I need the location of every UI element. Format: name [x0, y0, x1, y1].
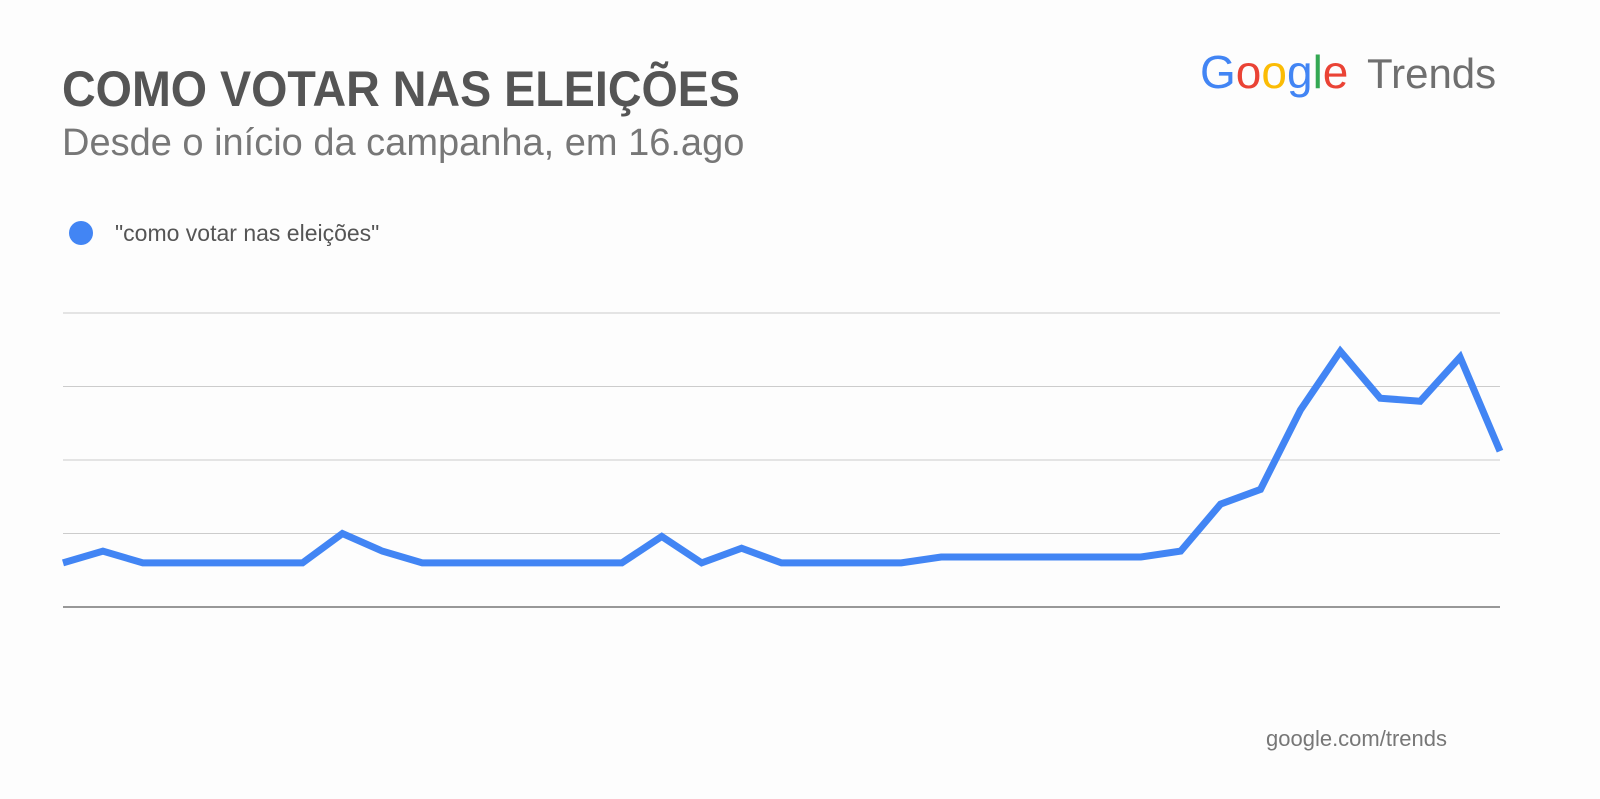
logo-letter: g: [1287, 46, 1313, 98]
legend-marker: [69, 221, 93, 245]
logo-brand: Google: [1200, 46, 1348, 98]
chart-subtitle: Desde o início da campanha, em 16.ago: [62, 122, 744, 164]
series-line: [62, 345, 1504, 567]
chart-title: COMO VOTAR NAS ELEIÇÕES: [62, 60, 740, 117]
logo-letter: l: [1313, 46, 1323, 98]
logo-letter: o: [1236, 46, 1262, 98]
logo-product: Trends: [1367, 50, 1496, 97]
logo-letter: o: [1261, 46, 1287, 98]
logo-letter: e: [1323, 46, 1349, 98]
legend-label: "como votar nas eleições": [115, 220, 379, 246]
source: google.com/trends: [1266, 726, 1447, 751]
logo-letter: G: [1200, 46, 1236, 98]
